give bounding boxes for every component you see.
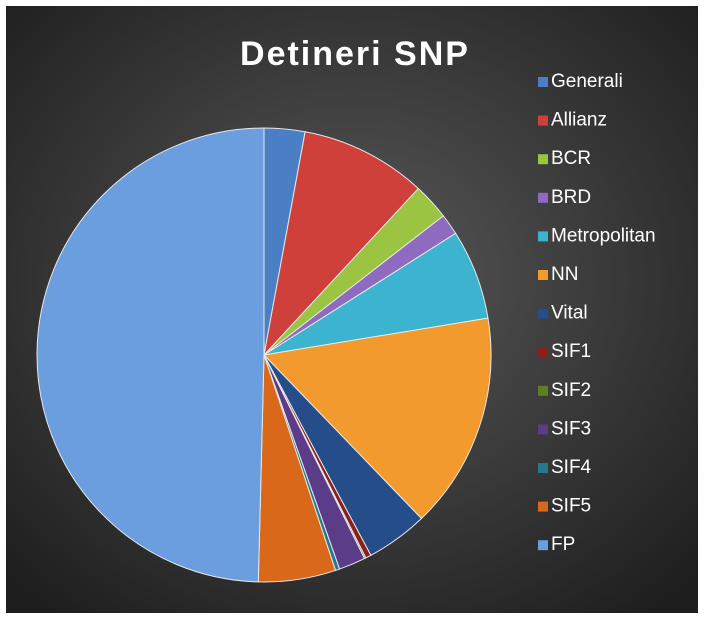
pie-slice	[263, 131, 420, 357]
legend-swatch	[538, 154, 548, 165]
legend-swatch	[538, 424, 548, 435]
legend-swatch	[538, 308, 548, 319]
legend-swatch	[538, 385, 548, 396]
legend-label: Generali	[551, 71, 623, 92]
legend-swatch	[538, 501, 548, 512]
legend-swatch	[538, 231, 548, 242]
pie-slice	[36, 127, 265, 583]
legend-label: Metropolitan	[551, 225, 656, 246]
legend-label: SIF2	[551, 380, 591, 401]
legend-swatch	[538, 115, 548, 126]
legend-label: SIF1	[551, 341, 591, 362]
chart-title: Detineri SNP	[240, 35, 470, 73]
legend-label: Allianz	[551, 110, 607, 131]
legend-swatch	[538, 192, 548, 203]
legend-label: Vital	[551, 303, 588, 324]
pie-slice	[262, 317, 492, 520]
legend-swatch	[538, 77, 548, 87]
legend-label: BCR	[551, 148, 591, 169]
legend-label: SIF5	[551, 496, 591, 517]
legend-swatch	[538, 347, 548, 358]
legend-label: SIF4	[551, 457, 592, 478]
legend-label: NN	[551, 264, 578, 285]
legend-label: FP	[551, 534, 575, 555]
legend-swatch	[538, 270, 548, 280]
legend-swatch	[538, 463, 548, 473]
legend-label: BRD	[551, 187, 591, 208]
legend-label: SIF3	[551, 418, 591, 439]
legend-swatch	[538, 540, 548, 551]
